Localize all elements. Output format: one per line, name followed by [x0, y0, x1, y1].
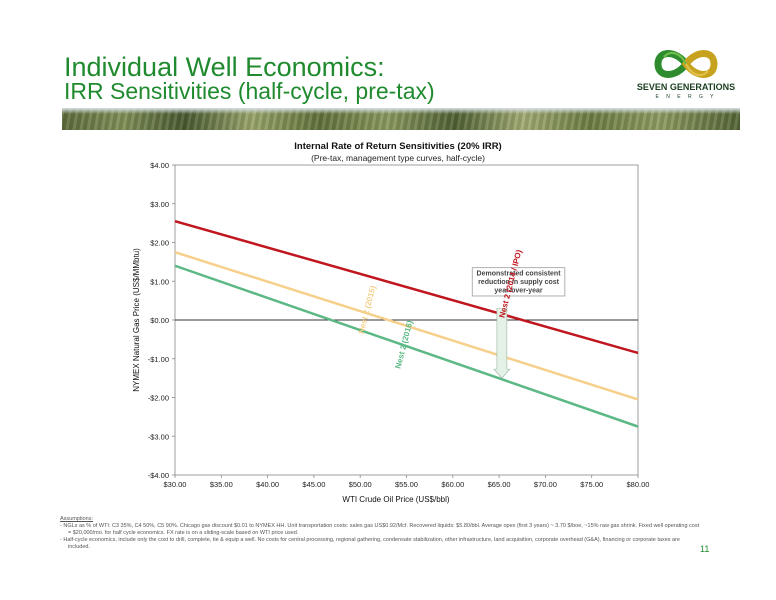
logo-company-name: SEVEN GENERATIONS	[636, 82, 736, 92]
assumptions-footnotes: Assumptions: - NGLs as % of WTI: C3 35%,…	[60, 516, 700, 551]
assumption-item: - Half-cycle economics, include only the…	[60, 537, 680, 550]
chart-subtitle: (Pre-tax, management type curves, half-c…	[311, 153, 485, 163]
y-tick-label: -$4.00	[148, 471, 169, 480]
x-tick-label: $80.00	[627, 480, 650, 489]
x-tick-label: $40.00	[256, 480, 279, 489]
annotation-text: reduction in supply cost	[478, 279, 560, 286]
slide-title-line2: IRR Sensitivities (half-cycle, pre-tax)	[64, 78, 435, 104]
infinity-logo-icon	[654, 50, 718, 78]
x-tick-label: $55.00	[395, 480, 418, 489]
x-tick-label: $75.00	[580, 480, 603, 489]
y-tick-label: $0.00	[150, 316, 169, 325]
y-tick-label: $2.00	[150, 239, 169, 248]
x-tick-label: $45.00	[302, 480, 325, 489]
y-tick-label: -$3.00	[148, 432, 169, 441]
series-line-2	[174, 250, 639, 401]
annotation-text: year-over-year	[494, 288, 543, 295]
series-line-3	[174, 264, 639, 428]
x-tick-label: $30.00	[164, 480, 187, 489]
annotation-box	[471, 267, 566, 297]
landscape-banner	[62, 108, 740, 130]
x-tick-label: $35.00	[210, 480, 233, 489]
supply-cost-arrow	[493, 308, 511, 379]
x-tick-label: $70.00	[534, 480, 557, 489]
y-tick-label: $1.00	[150, 277, 169, 286]
series-line-1	[174, 219, 639, 355]
x-tick-label: $65.00	[488, 480, 511, 489]
assumptions-heading: Assumptions:	[60, 516, 94, 522]
annotation-text: Demonstrated consistent	[477, 271, 562, 278]
y-axis-label: NYMEX Natural Gas Price (US$/MMbtu)	[132, 248, 141, 392]
y-tick-label: $3.00	[150, 200, 169, 209]
company-logo: SEVEN GENERATIONS E N E R G Y	[636, 44, 736, 120]
slide-title-line1: Individual Well Economics:	[64, 52, 385, 82]
x-tick-label: $60.00	[441, 480, 464, 489]
logo-company-subtitle: E N E R G Y	[655, 94, 717, 100]
assumption-item: - NGLs as % of WTI: C3 35%, C4 50%, C5 9…	[60, 523, 700, 536]
y-tick-label: -$2.00	[148, 394, 169, 403]
y-tick-label: -$1.00	[148, 355, 169, 364]
y-tick-label: $4.00	[150, 161, 169, 170]
chart-title: Internal Rate of Return Sensitivities (2…	[294, 141, 501, 152]
page-number: 11	[700, 544, 710, 554]
x-tick-label: $50.00	[349, 480, 372, 489]
x-axis-label: WTI Crude Oil Price (US$/bbl)	[342, 495, 449, 504]
